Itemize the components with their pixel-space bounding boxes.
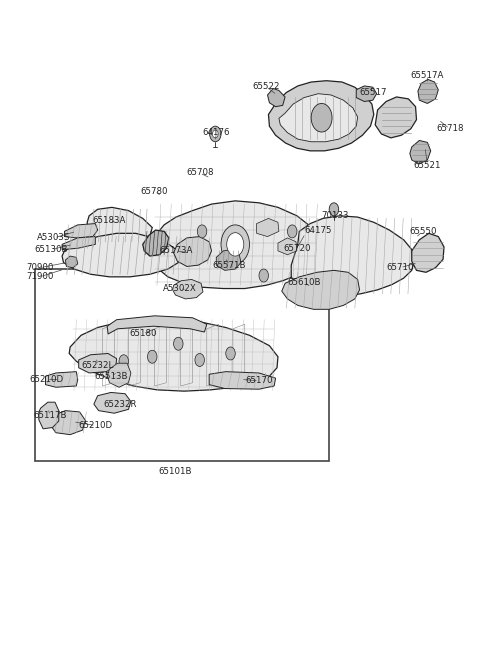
Circle shape <box>197 225 207 238</box>
Text: 65521: 65521 <box>414 160 441 170</box>
Circle shape <box>226 347 235 360</box>
Circle shape <box>221 225 250 264</box>
Polygon shape <box>291 215 415 296</box>
Text: 70133: 70133 <box>321 212 348 220</box>
Polygon shape <box>412 233 444 272</box>
Polygon shape <box>87 208 152 244</box>
Polygon shape <box>107 364 131 387</box>
Polygon shape <box>356 86 377 102</box>
Text: 65180: 65180 <box>129 329 156 339</box>
Polygon shape <box>143 230 169 256</box>
Text: 65170: 65170 <box>245 376 273 385</box>
Circle shape <box>311 103 332 132</box>
Text: 65513B: 65513B <box>94 372 128 381</box>
Circle shape <box>147 350 157 364</box>
Polygon shape <box>50 411 86 435</box>
Text: 65232R: 65232R <box>104 400 137 409</box>
Text: 65718: 65718 <box>436 124 464 133</box>
Circle shape <box>210 126 221 141</box>
Polygon shape <box>257 218 279 236</box>
Polygon shape <box>94 392 131 413</box>
Polygon shape <box>174 236 212 267</box>
Text: 65708: 65708 <box>186 168 214 178</box>
Text: A5302X: A5302X <box>163 284 197 293</box>
Circle shape <box>119 355 129 367</box>
Circle shape <box>227 233 244 256</box>
Polygon shape <box>62 233 180 277</box>
Text: 65173A: 65173A <box>159 246 192 255</box>
Polygon shape <box>69 320 278 391</box>
Circle shape <box>288 225 297 238</box>
Text: 65522: 65522 <box>252 82 280 91</box>
Polygon shape <box>173 280 203 299</box>
Polygon shape <box>62 236 96 250</box>
Polygon shape <box>282 271 360 309</box>
Polygon shape <box>410 140 431 164</box>
Text: 65117B: 65117B <box>34 411 67 421</box>
Polygon shape <box>147 201 320 289</box>
Polygon shape <box>79 354 117 373</box>
Circle shape <box>195 354 204 366</box>
Text: 64176: 64176 <box>203 128 230 137</box>
Polygon shape <box>65 256 78 268</box>
Polygon shape <box>375 97 417 138</box>
Text: 65130B: 65130B <box>35 245 68 254</box>
Text: 64175: 64175 <box>304 225 332 234</box>
Polygon shape <box>418 79 438 103</box>
Text: 65710: 65710 <box>386 263 414 272</box>
Text: 65183A: 65183A <box>93 216 126 225</box>
Circle shape <box>259 269 268 282</box>
Bar <box>35 269 329 460</box>
Polygon shape <box>64 223 97 238</box>
Text: 65210D: 65210D <box>79 421 113 430</box>
Text: 65720: 65720 <box>283 244 311 253</box>
Polygon shape <box>279 94 358 141</box>
Polygon shape <box>267 88 285 107</box>
Text: 70900: 70900 <box>26 263 53 272</box>
Text: 65610B: 65610B <box>288 278 321 286</box>
Polygon shape <box>278 238 297 255</box>
Circle shape <box>329 203 339 215</box>
Circle shape <box>174 337 183 350</box>
Text: 65210D: 65210D <box>30 375 64 384</box>
Text: 65101B: 65101B <box>158 467 192 476</box>
Text: A5303S: A5303S <box>37 233 71 242</box>
Text: 71900: 71900 <box>26 272 53 282</box>
Text: 65780: 65780 <box>141 187 168 196</box>
Polygon shape <box>268 81 374 151</box>
Text: 65517: 65517 <box>359 88 386 97</box>
Polygon shape <box>107 316 207 334</box>
Polygon shape <box>209 371 276 389</box>
Text: 65571B: 65571B <box>213 261 246 270</box>
Circle shape <box>213 130 218 138</box>
Polygon shape <box>46 371 78 387</box>
Polygon shape <box>216 250 241 271</box>
Text: 65232L: 65232L <box>82 361 114 369</box>
Text: 65550: 65550 <box>409 227 436 236</box>
Text: 65517A: 65517A <box>411 71 444 80</box>
Polygon shape <box>39 402 59 429</box>
